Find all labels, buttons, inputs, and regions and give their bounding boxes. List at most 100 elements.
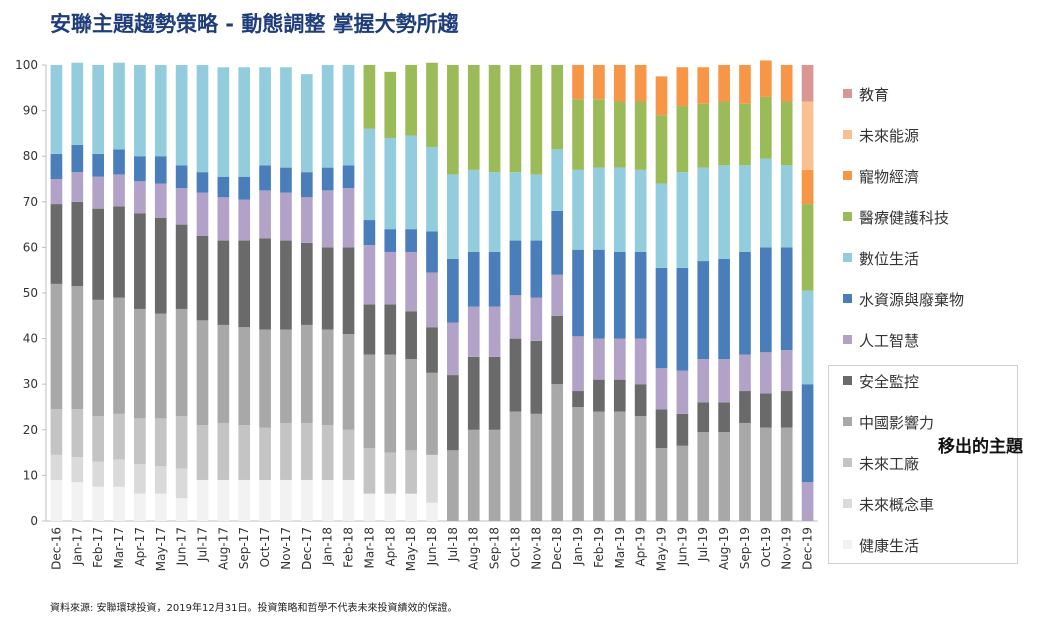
bar-segment [259, 427, 271, 480]
bar-segment [634, 384, 647, 417]
bar-segment [780, 247, 793, 350]
bar-segment [447, 375, 459, 451]
bar-segment [238, 240, 251, 328]
bar-segment [50, 454, 63, 480]
legend-swatch [843, 89, 852, 98]
bar-segment [426, 62, 438, 148]
bar-segment [613, 379, 626, 412]
bar-segment [718, 402, 730, 433]
bar-segment [467, 429, 480, 521]
removed-themes-callout: 移出的主題 [938, 437, 1023, 457]
bar-segment [634, 416, 647, 521]
bar-segment [697, 402, 710, 433]
bar-segment [238, 327, 251, 426]
bar-segment [175, 308, 188, 417]
bar-segment [134, 308, 146, 419]
bar-segment [551, 315, 564, 385]
bar-segment [530, 240, 543, 298]
bar-segment [530, 174, 543, 241]
bar-segment [196, 192, 209, 236]
bar-segment [593, 338, 605, 380]
bar-segment [113, 206, 125, 298]
bar-segment [760, 352, 772, 394]
bar-segment [113, 62, 125, 150]
bar-segment [342, 188, 355, 248]
bar-segment [760, 60, 772, 97]
bar-segment [154, 183, 167, 218]
bar-segment [551, 274, 564, 316]
bar-segment [238, 425, 251, 480]
bar-segment [760, 158, 772, 248]
bar-segment [92, 208, 104, 300]
bar-segment [238, 67, 251, 177]
bar-segment [300, 422, 313, 480]
bar-segment [71, 482, 84, 521]
y-tick-label: 90 [23, 104, 38, 118]
bar-segment [196, 236, 209, 321]
legend-swatch [843, 458, 852, 467]
legend-label: 未來概念車 [859, 496, 935, 514]
bar-segment [655, 183, 668, 268]
bar-segment [676, 413, 689, 446]
bar-segment [384, 137, 397, 230]
bar-segment [238, 176, 251, 200]
bar-segment [655, 368, 668, 410]
x-tick-label: Dec-18 [550, 527, 564, 570]
bar-segment [342, 65, 355, 166]
bar-segment [196, 65, 209, 173]
bar-segment [572, 99, 584, 170]
bar-segment [426, 231, 438, 273]
bar-segment [175, 165, 188, 189]
bar-segment [551, 210, 564, 275]
bar-segment [196, 320, 209, 426]
bar-segment [467, 306, 480, 357]
bar-segment [676, 370, 689, 414]
bar-segment [572, 407, 584, 521]
bar-segment [196, 172, 209, 193]
bar-segment [655, 409, 668, 449]
bar-segment [71, 172, 84, 202]
bar-segment [342, 334, 355, 430]
bar-segment [801, 101, 814, 170]
bar-segment [71, 409, 84, 458]
bar-segment [426, 454, 438, 503]
y-tick-label: 80 [23, 149, 38, 163]
source-note: 資料來源: 安聯環球投資，2019年12月31日。投資策略和哲學不代表未來投資績… [50, 603, 458, 614]
bar-segment [467, 65, 480, 170]
bar-segment [760, 427, 772, 521]
bar-segment [405, 311, 417, 360]
bar-segment [217, 240, 230, 325]
bar-segment [342, 165, 355, 189]
legend-label: 安全監控 [859, 373, 920, 391]
legend-label: 人工智慧 [859, 332, 920, 350]
bar-segment [697, 167, 710, 262]
bar-segment [113, 486, 125, 521]
bar-segment [780, 65, 793, 102]
bar-segment [739, 354, 751, 392]
bar-segment [217, 324, 230, 423]
bar-segment [280, 192, 292, 241]
bar-segment [760, 393, 772, 428]
bar-segment [154, 217, 167, 314]
bar-segment [634, 101, 647, 170]
bar-segment [154, 65, 167, 157]
x-tick-label: Apr-19 [634, 527, 648, 567]
bar-segment [405, 450, 417, 494]
bar-segment [50, 153, 63, 179]
bar-segment [405, 251, 417, 312]
bar-segment [426, 327, 438, 373]
bar-segment [593, 65, 605, 100]
bar-segment [280, 422, 292, 480]
bar-segment [300, 172, 313, 198]
bar-segment [363, 245, 376, 305]
x-tick-label: Nov-17 [279, 527, 293, 570]
bar-segment [50, 65, 63, 154]
bar-segment [676, 67, 689, 107]
bar-segment [300, 197, 313, 243]
bar-segment [613, 65, 626, 102]
legend-label: 健康生活 [859, 537, 920, 555]
bar-segment [92, 176, 104, 209]
bar-segment [384, 493, 397, 521]
legend-label: 未來能源 [859, 127, 920, 145]
bar-segment [321, 65, 334, 168]
